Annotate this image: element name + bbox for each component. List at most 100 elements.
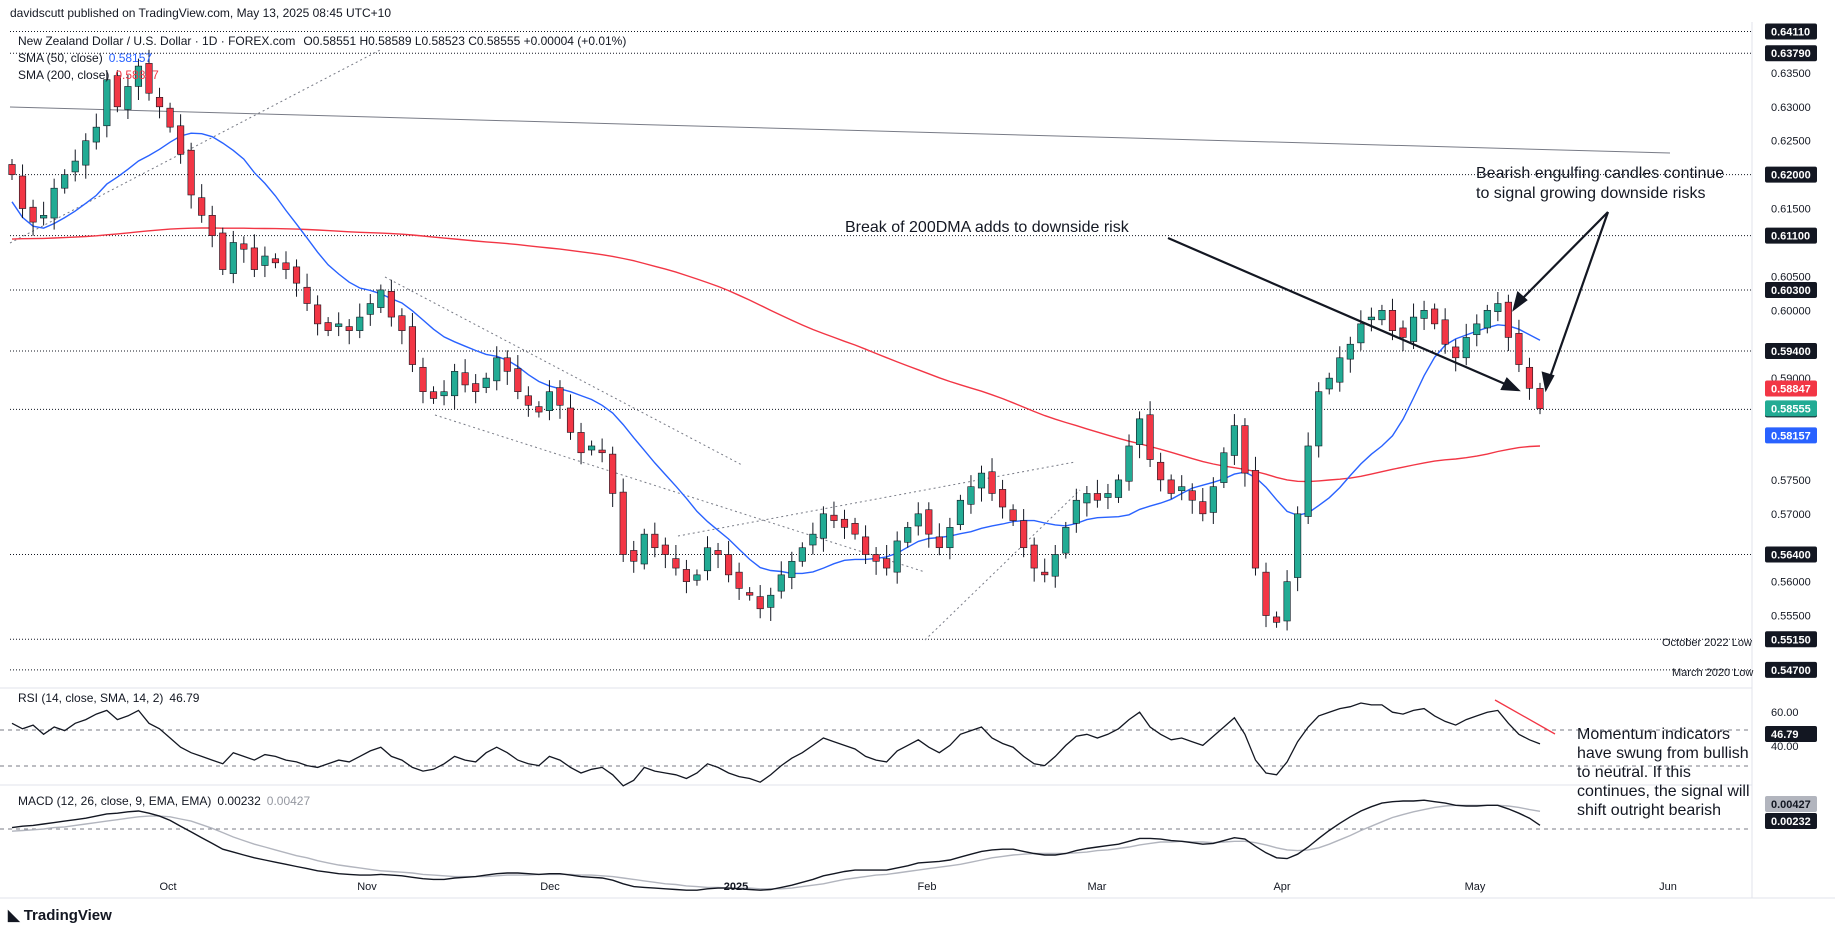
candle-body: [166, 107, 174, 128]
candle-body: [1251, 470, 1260, 569]
candle-body: [187, 149, 195, 196]
candle-body: [82, 140, 90, 166]
macd-signal-line: [11, 804, 1541, 890]
tradingview-logo-icon: ◣: [8, 907, 20, 924]
candle-body: [1157, 461, 1165, 481]
annotation-momentum-1: Momentum indicators: [1577, 726, 1730, 743]
time-tick-label: Oct: [159, 881, 176, 893]
level-badge-8-text: 0.55150: [1771, 634, 1811, 646]
trendline-triangle-upper: [677, 461, 1076, 537]
candle-body: [1093, 493, 1101, 501]
price-tick-label: 0.56000: [1771, 577, 1811, 589]
candle-body: [788, 560, 796, 578]
level-badge-8-bg: [1765, 631, 1817, 648]
candle-body: [630, 550, 638, 562]
candle-body: [714, 550, 722, 555]
annotation-dma-break: Break of 200DMA adds to downside risk: [845, 219, 1130, 236]
candle-body: [1188, 490, 1196, 501]
candle-body: [577, 432, 585, 454]
candle-body: [155, 96, 164, 108]
candle-body: [904, 527, 912, 543]
candle-body: [524, 395, 532, 406]
annotation-momentum-4: continues, the signal will: [1577, 783, 1750, 800]
candle-body: [819, 513, 827, 539]
candle-body: [1283, 581, 1291, 622]
time-tick-label: Feb: [918, 881, 937, 893]
candle-body: [1209, 486, 1217, 513]
candle-body: [1051, 554, 1059, 577]
candle-body: [1062, 527, 1070, 554]
candle-body: [1041, 571, 1049, 576]
candle-body: [482, 377, 490, 388]
candle-body: [893, 540, 901, 573]
candle-body: [1346, 343, 1354, 360]
candle-body: [1441, 319, 1449, 345]
sma50-line: [11, 132, 1541, 575]
candle-body: [1083, 493, 1091, 504]
trendlines: [9, 49, 1671, 641]
rsi-tick-60: 60.00: [1771, 707, 1799, 719]
candle-body: [1399, 327, 1407, 338]
level-badge-3-text: 0.61100: [1771, 231, 1810, 243]
candle-body: [1241, 425, 1249, 474]
level-badge-1-bg: [1765, 45, 1817, 62]
candle-body: [609, 453, 617, 494]
annotation-arrows: [1167, 211, 1610, 393]
arrow-engulfing-2: [1546, 211, 1610, 384]
label-mar2020-low: March 2020 Low: [1672, 667, 1753, 679]
candle-body: [1315, 391, 1323, 447]
candle-body: [92, 126, 100, 143]
candle-body: [1483, 309, 1491, 329]
time-tick-label: 2025: [724, 881, 748, 893]
candle-body: [535, 406, 543, 413]
candle-body: [1135, 418, 1144, 445]
candle-body: [914, 513, 922, 527]
candle-body: [1452, 346, 1460, 359]
arrowhead-dma-break: [1500, 377, 1521, 392]
level-badge-0-text: 0.64110: [1771, 26, 1810, 38]
candle-body: [198, 197, 206, 216]
watermark-text: TradingView: [23, 907, 112, 924]
candle-body: [503, 357, 511, 372]
macd-legend: MACD (12, 26, close, 9, EMA, EMA) 0.00232…: [18, 794, 310, 808]
candle-body: [134, 65, 143, 87]
tradingview-watermark[interactable]: ◣ TradingView: [8, 906, 112, 924]
candle-body: [177, 125, 185, 155]
candle-body: [735, 571, 743, 589]
candle-body: [145, 63, 153, 94]
sma50-badge-text: 0.58157: [1771, 430, 1811, 442]
candle-body: [8, 164, 16, 175]
publisher-line: davidscutt published on TradingView.com,…: [10, 6, 391, 20]
candle-body: [366, 303, 374, 315]
candle-body: [1262, 571, 1270, 616]
level-badge-2-text: 0.62000: [1771, 170, 1811, 182]
candle-body: [682, 569, 690, 582]
candle-body: [1020, 520, 1028, 549]
candle-body: [798, 547, 806, 562]
candle-body: [292, 266, 301, 284]
time-tick-label: Apr: [1273, 881, 1290, 893]
candle-body: [472, 383, 480, 393]
candle-body: [872, 554, 880, 562]
candle-body: [493, 357, 501, 382]
candle-body: [1462, 337, 1470, 359]
rsi-legend: RSI (14, close, SMA, 14, 2) 46.79: [18, 691, 200, 705]
candle-body: [18, 175, 27, 209]
candle-body: [830, 514, 838, 521]
sma200-line: [11, 227, 1541, 483]
annotation-momentum-3: to neutral. If this: [1577, 764, 1691, 781]
candle-body: [124, 86, 132, 110]
candle-body: [229, 242, 237, 274]
sma50-legend: SMA (50, close) 0.58157: [18, 51, 152, 65]
candle-body: [250, 247, 258, 270]
candle-body: [335, 323, 343, 327]
candle-body: [1104, 493, 1112, 498]
candle-body: [588, 445, 596, 451]
candle-body: [1009, 509, 1017, 521]
price-tick-label: 0.55500: [1771, 611, 1811, 623]
price-tick-label: 0.63000: [1771, 102, 1811, 114]
price-tick-label: 0.60000: [1771, 305, 1811, 317]
candle-body: [556, 387, 564, 406]
rsi-tick-40: 40.00: [1771, 741, 1799, 753]
level-badge-9-bg: [1765, 661, 1817, 678]
